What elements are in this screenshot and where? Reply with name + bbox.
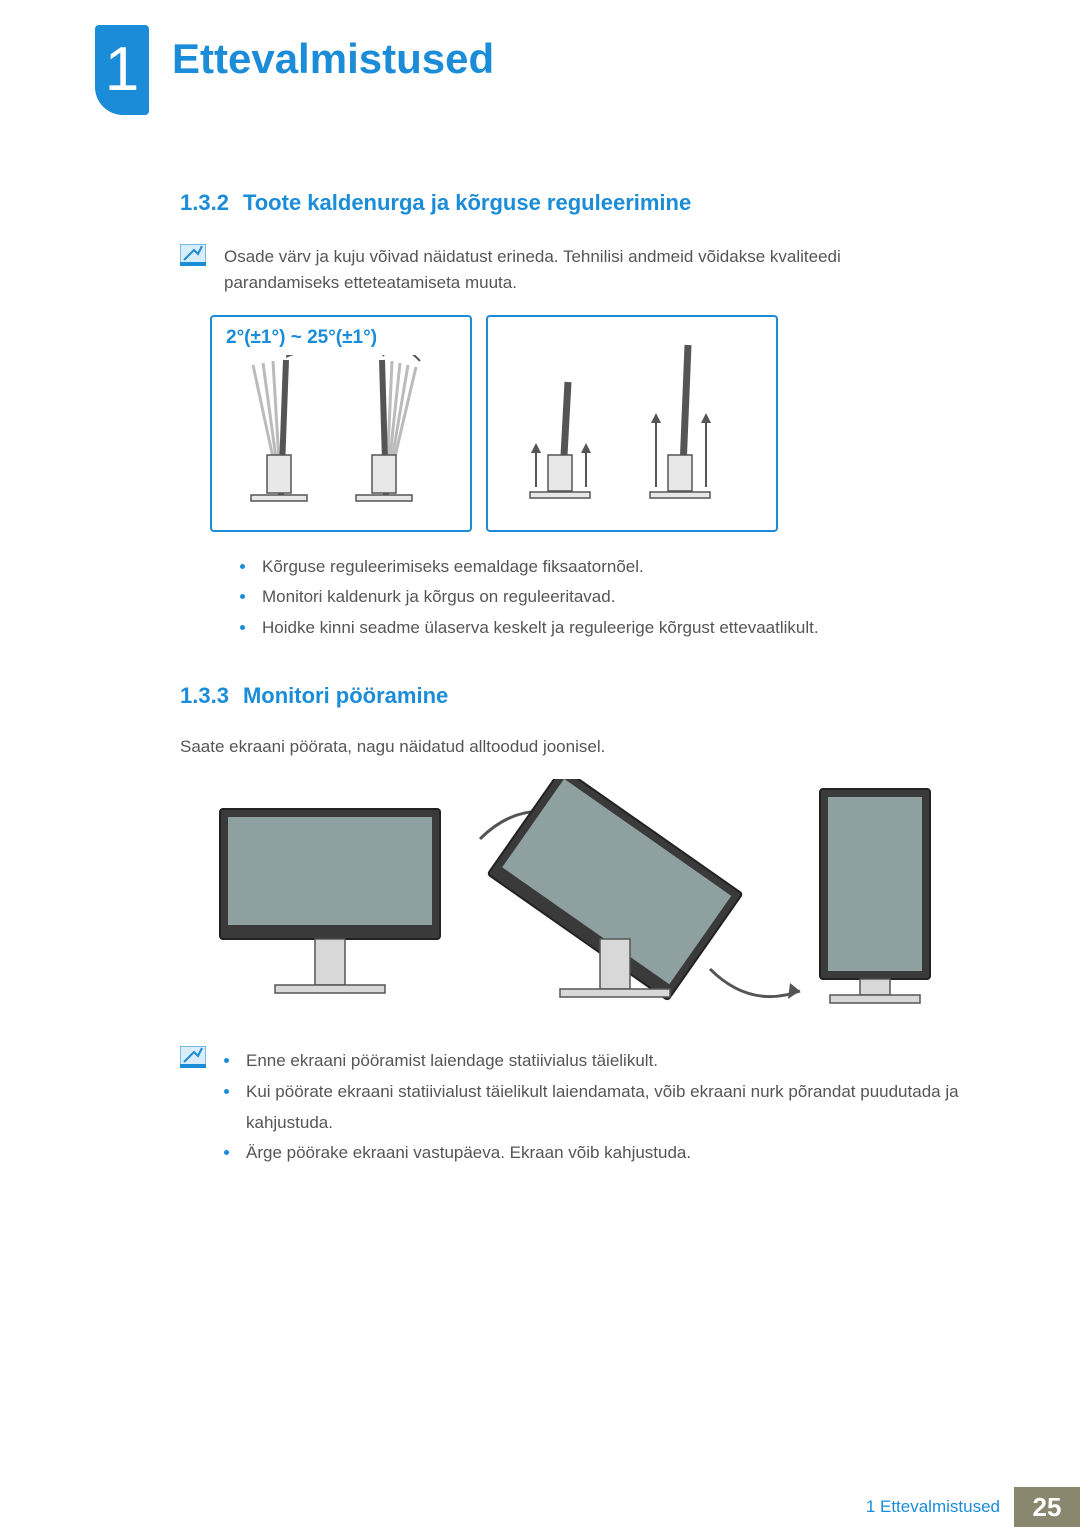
tilt-diagram (226, 355, 456, 515)
chapter-title: Ettevalmistused (172, 35, 494, 83)
list-item: Ärge pöörake ekraani vastupäeva. Ekraan … (224, 1138, 960, 1169)
section-1-title: Toote kaldenurga ja kõrguse reguleerimin… (243, 190, 691, 215)
list-item: Monitori kaldenurk ja kõrgus on reguleer… (240, 582, 960, 613)
note-text: Osade värv ja kuju võivad näidatust erin… (224, 244, 960, 297)
list-item: Hoidke kinni seadme ülaserva keskelt ja … (240, 613, 960, 644)
section-2-intro: Saate ekraani pöörata, nagu näidatud all… (180, 737, 960, 757)
figure-height-box (486, 315, 778, 532)
note-block-2: Enne ekraani pööramist laiendage statiiv… (180, 1046, 960, 1208)
section-2-number: 1.3.3 (180, 683, 229, 708)
note-icon (180, 1046, 206, 1068)
note-icon (180, 244, 206, 266)
note-block: Osade värv ja kuju võivad näidatust erin… (180, 244, 960, 297)
figure-tilt-box: 2°(±1°) ~ 25°(±1°) (210, 315, 472, 532)
section-2-heading: 1.3.3 Monitori pööramine (180, 683, 960, 709)
footer-page-number: 25 (1014, 1487, 1080, 1527)
section-2-bullets: Enne ekraani pööramist laiendage statiiv… (224, 1046, 960, 1168)
list-item: Enne ekraani pööramist laiendage statiiv… (224, 1046, 960, 1077)
section-1-number: 1.3.2 (180, 190, 229, 215)
figure-tilt-height: 2°(±1°) ~ 25°(±1°) (210, 315, 960, 532)
height-diagram (502, 327, 762, 509)
angle-label: 2°(±1°) ~ 25°(±1°) (226, 327, 456, 349)
section-1-bullets: Kõrguse reguleerimiseks eemaldage fiksaa… (240, 552, 960, 644)
section-2-title: Monitori pööramine (243, 683, 448, 708)
section-1-heading: 1.3.2 Toote kaldenurga ja kõrguse regulee… (180, 190, 960, 216)
page-content: 1.3.2 Toote kaldenurga ja kõrguse regulee… (180, 190, 960, 1227)
footer-chapter-label: 1 Ettevalmistused (866, 1497, 1000, 1517)
list-item: Kõrguse reguleerimiseks eemaldage fiksaa… (240, 552, 960, 583)
chapter-number-tab: 1 (95, 25, 149, 115)
page-footer: 1 Ettevalmistused 25 (0, 1487, 1080, 1527)
list-item: Kui pöörate ekraani statiivialust täieli… (224, 1077, 960, 1138)
figure-rotation (180, 779, 960, 1024)
